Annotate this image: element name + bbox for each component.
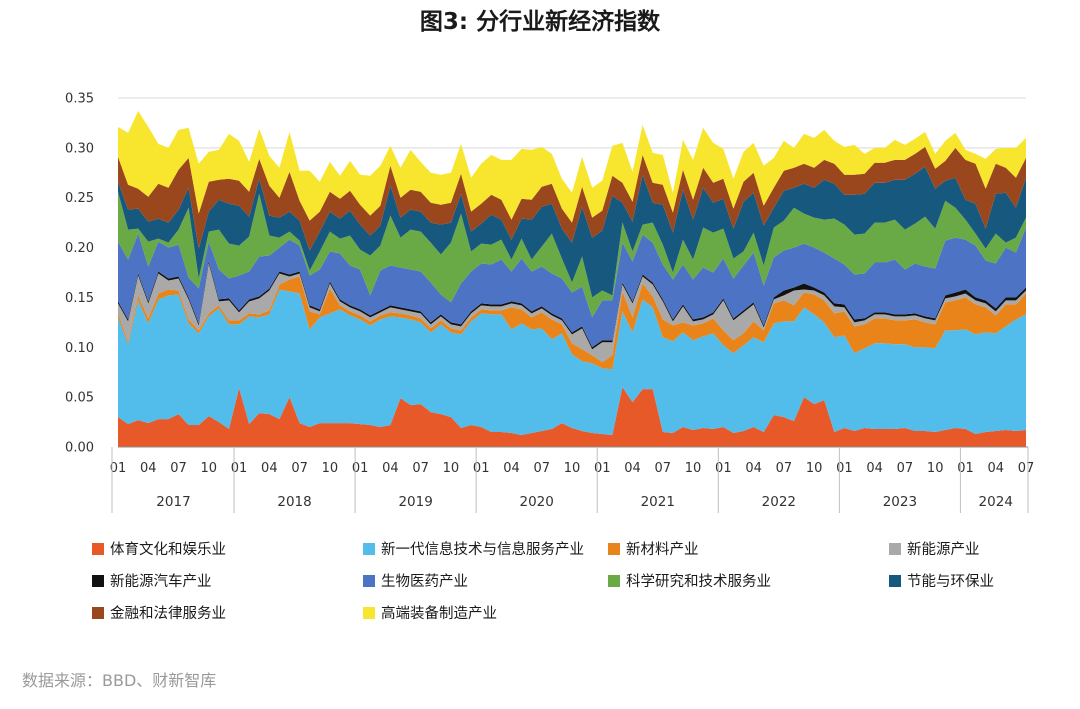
- legend-item: 新材料产业: [608, 538, 699, 559]
- legend-item: 生物医药产业: [363, 570, 468, 591]
- legend-swatch: [92, 542, 104, 555]
- legend-label: 新一代信息技术与信息服务产业: [381, 542, 584, 558]
- x-month-label: 07: [533, 461, 550, 476]
- x-month-label: 01: [715, 461, 732, 476]
- x-month-label: 10: [201, 461, 218, 476]
- x-year-label: 2018: [277, 494, 311, 510]
- area-series-8: [118, 146, 1026, 251]
- x-month-label: 10: [806, 461, 823, 476]
- legend-label: 高端装备制造产业: [381, 606, 497, 622]
- legend-swatch: [889, 574, 901, 587]
- area-series-3: [118, 263, 1026, 363]
- x-month-label: 04: [987, 461, 1004, 476]
- x-month-label: 01: [352, 461, 369, 476]
- x-month-label: 07: [897, 461, 914, 476]
- stacked-area-chart: 0.00 0.05 0.10 0.15 0.20 0.25 0.30 0.35 01 04 07 10…: [65, 92, 1035, 513]
- legend-label: 生物医药产业: [381, 574, 468, 590]
- legend-item: 金融和法律服务业: [92, 602, 226, 623]
- x-year-label: 2021: [641, 494, 675, 510]
- x-month-label: 01: [594, 461, 611, 476]
- x-month-label: 04: [261, 461, 278, 476]
- x-year-label: 2023: [883, 494, 917, 510]
- x-month-label: 07: [776, 461, 793, 476]
- legend-swatch: [363, 606, 375, 619]
- legend-label: 新能源汽车产业: [110, 574, 212, 590]
- area-series-2: [118, 276, 1026, 370]
- x-month-label: 07: [655, 461, 672, 476]
- area-series-1: [118, 289, 1026, 436]
- legend-swatch: [363, 542, 375, 555]
- legend-item: 体育文化和娱乐业: [92, 538, 226, 559]
- area-series-5: [118, 227, 1026, 348]
- x-year-label: 2024: [979, 494, 1013, 510]
- x-month-label: 01: [473, 461, 490, 476]
- y-tick-label: 0.20: [65, 241, 94, 256]
- area-series-9: [118, 110, 1026, 223]
- x-year-label: 2022: [762, 494, 796, 510]
- area-series-6: [118, 191, 1026, 318]
- x-month-label: 04: [624, 461, 641, 476]
- x-month-label: 10: [322, 461, 339, 476]
- legend-label: 新材料产业: [626, 542, 699, 558]
- y-tick-label: 0.05: [65, 391, 94, 406]
- area-series-4: [118, 261, 1026, 350]
- legend-swatch: [92, 574, 104, 587]
- x-year-label: 2017: [156, 494, 190, 510]
- legend-swatch: [608, 574, 620, 587]
- source-note: 数据来源：BBD、财新智库: [22, 671, 217, 690]
- legend-item: 新能源产业: [889, 538, 980, 559]
- legend-item: 科学研究和技术服务业: [608, 570, 771, 591]
- y-tick-label: 0.15: [65, 291, 94, 306]
- axes: 0.00 0.05 0.10 0.15 0.20 0.25 0.30 0.35 01 04 07 10…: [65, 92, 1035, 513]
- legend-item: 新一代信息技术与信息服务产业: [363, 538, 584, 559]
- chart-title: 图3: 分行业新经济指数: [419, 9, 661, 35]
- area-series-0: [118, 387, 1026, 447]
- x-month-label: 01: [110, 461, 127, 476]
- x-month-label: 01: [957, 461, 974, 476]
- y-tick-label: 0.30: [65, 141, 94, 156]
- x-month-label: 07: [1018, 461, 1035, 476]
- area-series-7: [118, 166, 1026, 298]
- x-month-label: 10: [685, 461, 702, 476]
- x-year-label: 2019: [398, 494, 432, 510]
- legend-label: 节能与环保业: [907, 574, 994, 590]
- x-month-label: 04: [745, 461, 762, 476]
- x-year-label: 2020: [520, 494, 554, 510]
- legend-item: 高端装备制造产业: [363, 602, 497, 623]
- legend-swatch: [92, 606, 104, 619]
- x-month-label: 04: [382, 461, 399, 476]
- legend-item: 节能与环保业: [889, 570, 994, 591]
- x-month-label: 04: [140, 461, 157, 476]
- x-month-label: 10: [927, 461, 944, 476]
- y-tick-label: 0.35: [65, 92, 94, 107]
- legend-label: 科学研究和技术服务业: [626, 574, 771, 590]
- x-month-label: 07: [412, 461, 429, 476]
- y-tick-label: 0.10: [65, 341, 94, 356]
- x-month-label: 04: [503, 461, 520, 476]
- legend-swatch: [889, 542, 901, 555]
- legend-swatch: [363, 574, 375, 587]
- legend-label: 金融和法律服务业: [110, 606, 226, 622]
- x-month-label: 01: [836, 461, 853, 476]
- legend-label: 新能源产业: [907, 542, 980, 558]
- y-tick-label: 0.25: [65, 191, 94, 206]
- x-month-label: 01: [231, 461, 248, 476]
- x-month-label: 07: [291, 461, 308, 476]
- legend-item: 新能源汽车产业: [92, 570, 212, 591]
- x-month-label: 10: [443, 461, 460, 476]
- series-areas: [118, 110, 1026, 447]
- x-month-label: 07: [170, 461, 187, 476]
- x-month-label: 04: [866, 461, 883, 476]
- y-tick-label: 0.00: [65, 441, 94, 456]
- x-month-label: 10: [564, 461, 581, 476]
- legend-swatch: [608, 542, 620, 555]
- legend-label: 体育文化和娱乐业: [110, 542, 226, 558]
